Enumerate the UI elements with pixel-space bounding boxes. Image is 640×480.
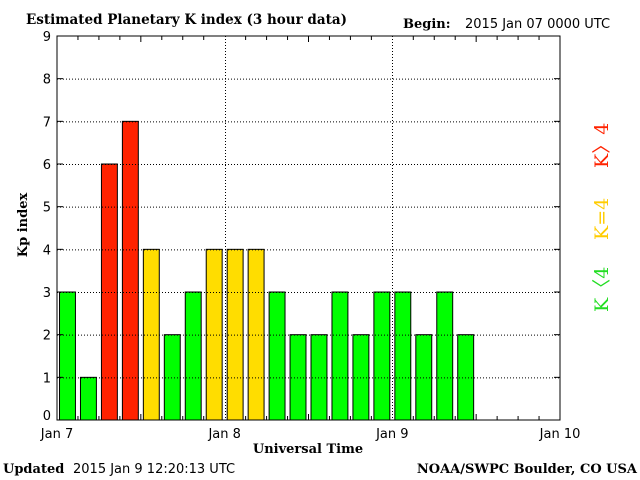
kp-bar	[373, 291, 391, 421]
begin-label: Begin:	[403, 17, 451, 32]
kp-bar	[289, 334, 307, 421]
kp-bar	[394, 291, 412, 421]
chart-title: Estimated Planetary K index (3 hour data…	[26, 12, 347, 28]
kp-bar	[184, 291, 202, 421]
kp-bar	[79, 376, 97, 421]
y-tick-label: 7	[43, 115, 51, 130]
kp-bar	[331, 291, 349, 421]
y-tick-label: 9	[43, 30, 51, 45]
x-tick-label: Jan 9	[375, 427, 408, 442]
kp-bar	[163, 334, 181, 421]
x-tick-label: Jan 10	[539, 427, 581, 442]
kp-bar	[121, 120, 139, 421]
y-tick-label: 1	[43, 371, 51, 386]
bars-group	[59, 120, 475, 421]
x-axis-ticks: Jan 7 Jan 8 Jan 9 Jan 10	[40, 36, 581, 442]
legend-k-less-4: K〈4	[591, 267, 613, 312]
kp-bar	[310, 334, 328, 421]
kp-bar	[59, 291, 76, 421]
y-tick-label: 4	[43, 243, 51, 258]
kp-bar	[268, 291, 286, 421]
x-tick-label: Jan 7	[40, 427, 73, 442]
kp-bar	[415, 334, 433, 421]
y-tick-label: 3	[43, 286, 51, 301]
updated-value: 2015 Jan 9 12:20:13 UTC	[73, 462, 235, 477]
legend-k-equal-4: K=4	[591, 198, 613, 240]
y-tick-label: 5	[43, 201, 51, 216]
source-credit: NOAA/SWPC Boulder, CO USA	[417, 462, 638, 477]
x-axis-label: Universal Time	[253, 442, 363, 457]
kp-bar	[352, 334, 370, 421]
y-axis-label: Kp index	[16, 193, 31, 258]
kp-bar	[457, 334, 475, 421]
grid-lines	[57, 36, 560, 420]
kp-bar	[436, 291, 454, 421]
y-tick-label: 8	[43, 73, 51, 88]
begin-value: 2015 Jan 07 0000 UTC	[465, 17, 610, 32]
legend-k-greater-4: K〉4	[591, 123, 613, 168]
y-axis-ticks: 0 1 2 3 4 5 6 7 8 9	[43, 30, 560, 424]
y-tick-label: 2	[43, 329, 51, 344]
y-tick-label: 0	[43, 409, 51, 424]
x-tick-label: Jan 8	[207, 427, 240, 442]
y-tick-label: 6	[43, 158, 51, 173]
updated-label: Updated	[3, 462, 64, 477]
